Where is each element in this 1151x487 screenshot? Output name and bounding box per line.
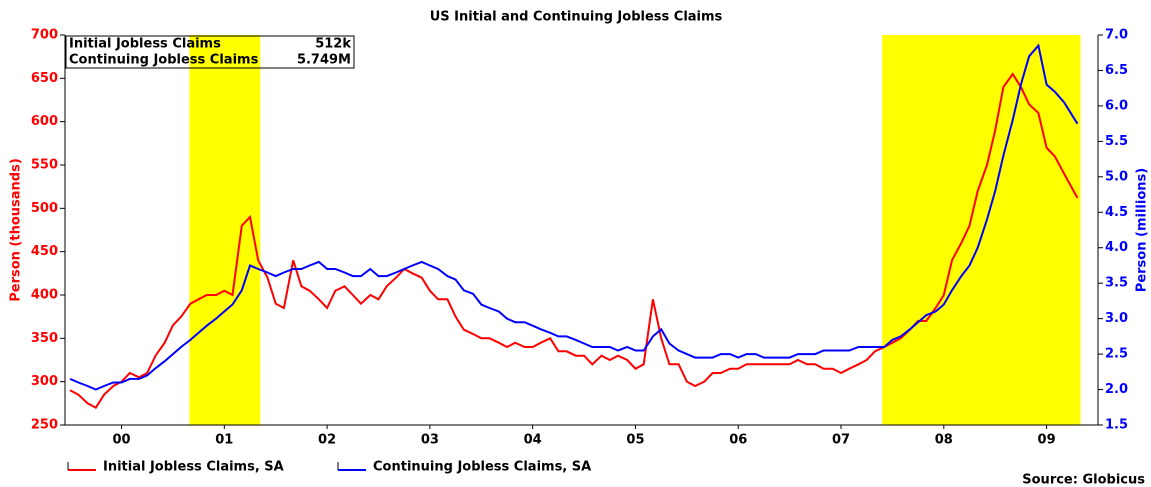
x-tick-label: 08 [935, 433, 953, 448]
x-tick-label: 09 [1038, 433, 1056, 448]
shaded-period [189, 35, 261, 425]
x-tick-label: 07 [832, 433, 850, 448]
y2-tick-label: 5.0 [1105, 169, 1128, 184]
y2-tick-label: 1.5 [1105, 418, 1128, 433]
legend-label: Continuing Jobless Claims, SA [373, 460, 591, 475]
info-box [65, 35, 355, 69]
y-tick-label: 650 [31, 71, 58, 86]
legend-label: Initial Jobless Claims, SA [103, 460, 284, 475]
info-label: Initial Jobless Claims [69, 37, 221, 52]
y2-tick-label: 2.5 [1105, 347, 1128, 362]
y-tick-label: 550 [31, 158, 58, 173]
y2-tick-label: 3.0 [1105, 311, 1128, 326]
y2-tick-label: 2.0 [1105, 382, 1128, 397]
series-line [69, 43, 1079, 391]
info-value: 512k [315, 37, 351, 52]
y2-tick-label: 6.5 [1105, 63, 1128, 78]
x-tick-label: 06 [729, 433, 747, 448]
y2-tick-label: 5.5 [1105, 134, 1128, 149]
x-tick-label: 00 [112, 433, 130, 448]
y2-tick-label: 4.0 [1105, 240, 1128, 255]
y2-tick-label: 7.0 [1105, 28, 1128, 43]
y2-tick-label: 6.0 [1105, 98, 1128, 113]
y-tick-label: 300 [31, 374, 58, 389]
y2-axis-label: Person (millions) [1135, 168, 1150, 292]
x-tick-label: 05 [626, 433, 644, 448]
y-tick-label: 400 [31, 288, 58, 303]
y2-tick-label: 3.5 [1105, 276, 1128, 291]
y-tick-label: 500 [31, 201, 58, 216]
y2-tick-label: 4.5 [1105, 205, 1128, 220]
info-value: 5.749M [297, 53, 351, 68]
y-axis-label: Person (thousands) [9, 158, 24, 302]
info-label: Continuing Jobless Claims [69, 53, 259, 68]
x-tick-label: 02 [318, 433, 336, 448]
y-tick-label: 250 [31, 418, 58, 433]
chart-title: US Initial and Continuing Jobless Claims [430, 10, 723, 25]
shaded-period [882, 35, 1081, 425]
x-tick-label: 01 [215, 433, 233, 448]
source: Source: Globicus [1022, 473, 1145, 487]
x-tick-label: 04 [524, 433, 542, 448]
y-tick-label: 350 [31, 331, 58, 346]
y-tick-label: 600 [31, 114, 58, 129]
x-tick-label: 03 [421, 433, 439, 448]
y-tick-label: 700 [31, 28, 58, 43]
y-tick-label: 450 [31, 244, 58, 259]
